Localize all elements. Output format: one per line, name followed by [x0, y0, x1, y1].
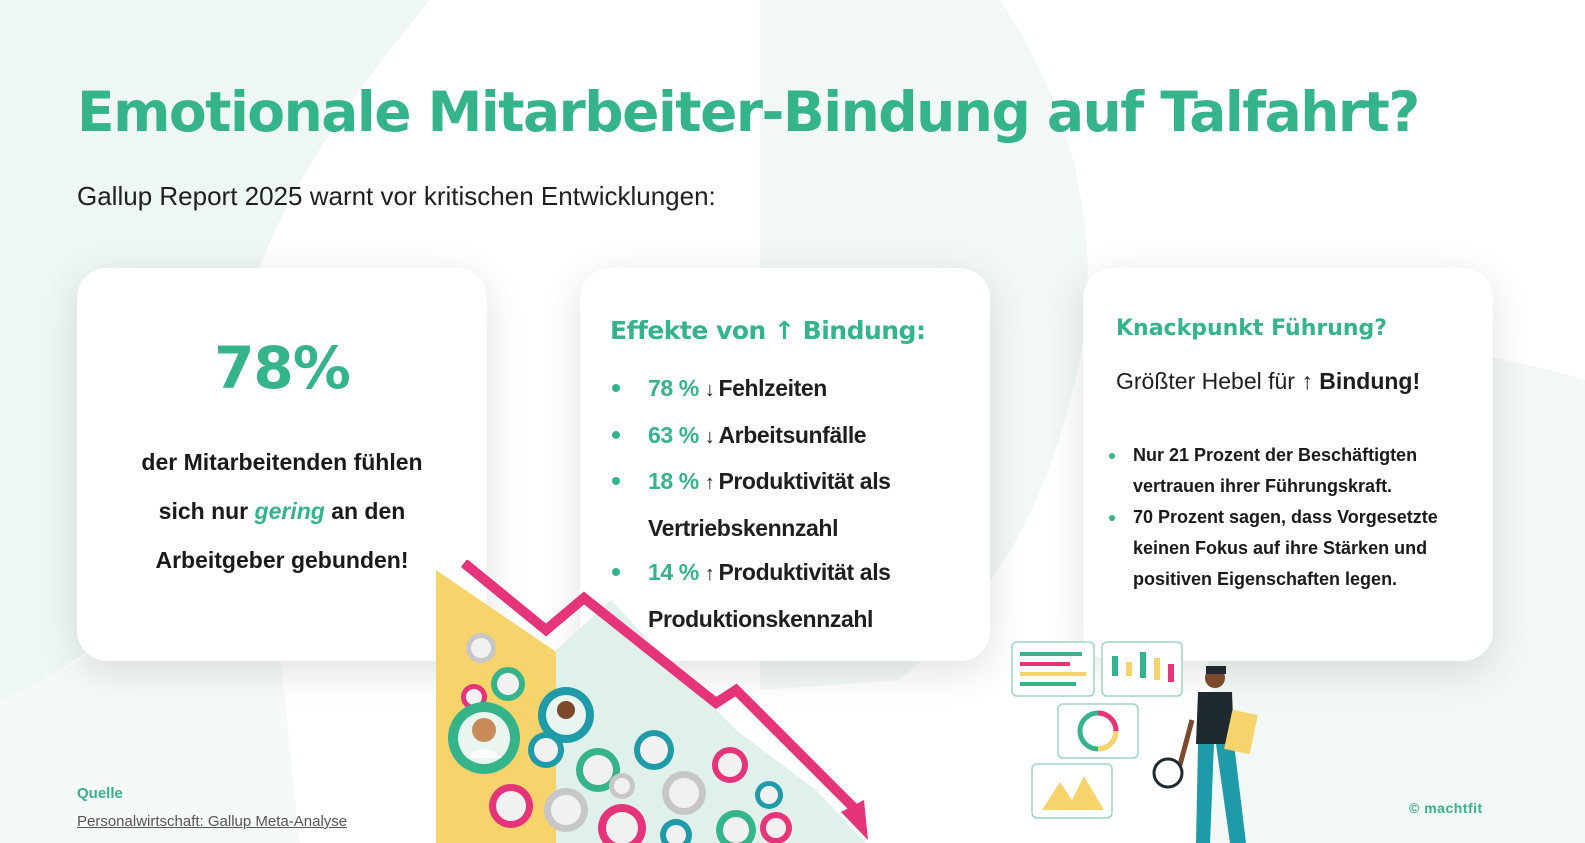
effect-percent: 63 %: [648, 421, 699, 448]
stat-line-3: Arbeitgeber gebunden!: [155, 547, 409, 573]
arrow-up-icon: ↑: [704, 563, 715, 585]
bullet-icon: [612, 430, 620, 439]
effect-label: Arbeitsunfälle: [718, 421, 867, 448]
effects-heading: Effekte von ↑ Bindung:: [610, 316, 926, 345]
bullet-icon: [612, 477, 620, 485]
arrow-up-icon: ↑: [1301, 368, 1313, 394]
stat-line-2-post: an den: [324, 498, 406, 524]
effects-list: 78 % ↓ Fehlzeiten 63 % ↓ Arbeitsunfälle 18 %…: [612, 366, 891, 641]
arrow-up-icon: ↑: [704, 472, 715, 494]
bullet-icon: [612, 568, 620, 576]
effect-label: Produktivität als: [718, 468, 891, 494]
effect-percent: 78 %: [648, 375, 699, 401]
arrow-down-icon: ↓: [704, 379, 715, 401]
effect-label: Produktivität als: [718, 559, 891, 585]
stat-value: 78%: [214, 334, 351, 402]
arrow-down-icon: ↓: [704, 425, 715, 448]
list-item: 18 % ↑ Produktivität als Vertriebskennzahl: [612, 459, 891, 550]
fact-text: Nur 21 Prozent der Beschäftigten vertrau…: [1133, 445, 1418, 496]
page-subtitle: Gallup Report 2025 warnt vor kritischen …: [77, 181, 716, 211]
stat-card: 78% der Mitarbeitenden fühlen sich nur g…: [77, 268, 487, 661]
page-title: Emotionale Mitarbeiter-Bindung auf Talfa…: [77, 80, 1420, 144]
leadership-sub-bold: Bindung!: [1312, 368, 1421, 394]
list-item: 70 Prozent sagen, dass Vorgesetzte keine…: [1109, 502, 1469, 595]
source-link[interactable]: Personalwirtschaft: Gallup Meta-Analyse: [77, 813, 348, 830]
bullet-icon: [612, 384, 620, 392]
effect-label-continued: Vertriebskennzahl: [648, 514, 839, 541]
effect-label-continued: Produktionskennzahl: [648, 605, 873, 632]
stat-line-1: der Mitarbeitenden fühlen: [141, 449, 423, 475]
leadership-heading: Knackpunkt Führung?: [1116, 316, 1388, 341]
bullet-icon: [1109, 515, 1115, 521]
stat-description: der Mitarbeitenden fühlen sich nur gerin…: [97, 438, 467, 585]
people-crowd-illustration: [436, 560, 868, 843]
source-label: Quelle: [77, 785, 123, 802]
leadership-sub-pre: Größter Hebel für: [1116, 368, 1302, 394]
bullet-icon: [1109, 453, 1115, 459]
dashboard-analyst-illustration: [1011, 641, 1258, 843]
leadership-subheading: Größter Hebel für ↑ Bindung!: [1116, 368, 1420, 395]
effect-percent: 14 %: [648, 559, 699, 585]
fact-text: 70 Prozent sagen, dass Vorgesetzte keine…: [1133, 507, 1438, 589]
list-item: 14 % ↑ Produktivität als Produktionskennzah…: [612, 550, 891, 641]
stat-emphasis: gering: [254, 498, 325, 524]
leadership-card: Knackpunkt Führung? Größter Hebel für ↑ …: [1083, 268, 1493, 661]
list-item: 63 % ↓ Arbeitsunfälle: [612, 413, 891, 460]
effect-label: Fehlzeiten: [718, 375, 827, 401]
facts-list: Nur 21 Prozent der Beschäftigten vertrau…: [1109, 440, 1469, 595]
copyright-notice: © machtfit: [1409, 800, 1483, 816]
stat-line-2-pre: sich nur: [158, 498, 255, 524]
stat-line-2: sich nur gering an den: [97, 487, 467, 536]
list-item: 78 % ↓ Fehlzeiten: [612, 366, 891, 413]
downtrend-arrow-icon: [460, 560, 860, 814]
effects-card: Effekte von ↑ Bindung: 78 % ↓ Fehlzeiten 6…: [580, 268, 990, 661]
list-item: Nur 21 Prozent der Beschäftigten vertrau…: [1109, 440, 1469, 502]
effect-percent: 18 %: [648, 468, 699, 494]
